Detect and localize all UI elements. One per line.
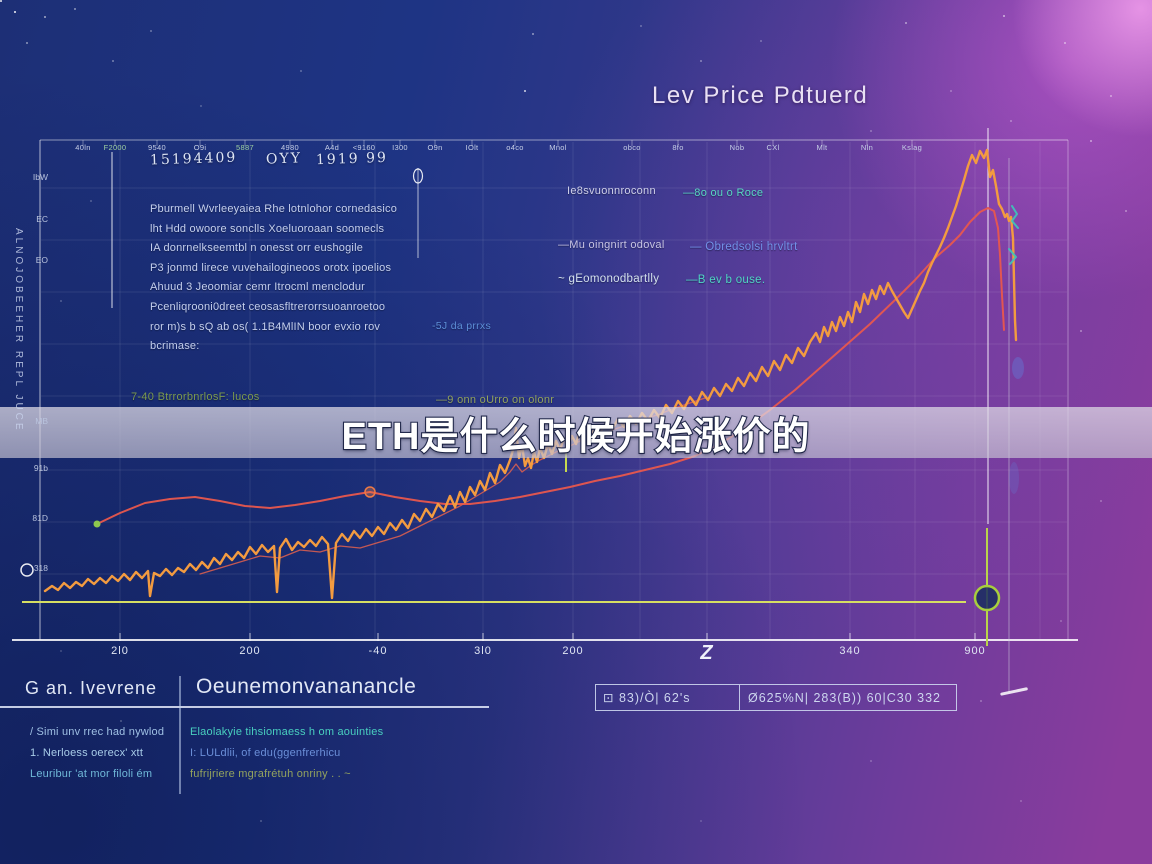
start-dot [93,520,101,528]
teal-scribble-1 [1011,205,1019,229]
bottom-left-row-2: 1. Nerloess oerecx' xtt [30,747,144,759]
bottom-header-left: G an. Ivevrene [25,678,158,698]
banner-caption-text: ETH是什么时候开始涨价的 [340,415,811,459]
y-axis-title: ALNOJOBEEHER REPL JUCE [13,228,24,433]
background-stars [0,0,2,2]
annotation-line: IA donrnelkseemtbl n onesst orr eushogil… [150,242,364,255]
bottom-right-row-1: Elaolakyie tihsiomaess h om aouinties [190,726,384,738]
annotation-line: lht Hdd owoore sonclls Xoeluoroaan soome… [150,222,385,235]
bottom-info-section: G an. Ivevrene Oeunemonvananancle / Simi… [0,664,1152,864]
glyph-code-box: ⊡ 83)/Ò| 62's Ø625%N| 283(B)) 60|C30 332 [595,684,957,711]
column-divider [179,676,181,794]
bottom-right-row-3: fufrijriere mgrafrétuh onriny . . ~ [190,768,351,780]
bottom-left-row-3: Leuribur 'at mor filoli ém [30,768,153,780]
axis-o-marker [20,563,34,577]
target-circle [973,584,1001,612]
caption-banner: ETH是什么时候开始涨价的 [0,407,1152,459]
page-title: Lev Price Pdtuerd [652,82,869,109]
annotation-line: Pcenliqrooni0dreet ceosasfltrerorrsuoanr… [150,300,386,313]
bottom-header-right: Oeunemonvananancle [196,675,417,698]
top-ellipse-marker [412,168,424,184]
annotation-line: Ahuud 3 Jeoomiar cemr Itrocml menclodur [150,281,366,294]
blue-smudge-1 [1012,357,1024,379]
header-underline [0,706,489,708]
smoothed-price-line [96,207,1005,525]
mid-ring-marker [364,486,376,498]
corner-dash [1000,687,1028,696]
annotation-line: ror m)s b sQ ab os( 1.1B4MlIN boor evxio… [150,320,381,333]
glyph-code-cell-1: ⊡ 83)/Ò| 62's [596,685,740,710]
annotation-text-block: Pburmell Wvrleeyaiea Rhe lotnlohor corne… [150,200,397,357]
annotation-line: bcrimase: [150,340,200,353]
annotation-line: Pburmell Wvrleeyaiea Rhe lotnlohor corne… [150,203,398,215]
bottom-left-row-1: / Simi unv rrec had nywlod [30,726,165,738]
bottom-right-row-2: I: LULdlii, of edu(ggenfrerhicu [190,747,341,759]
blue-smudge-2 [1009,462,1019,494]
annotation-line: P3 jonmd lirece vuvehailogineoos orotx i… [150,261,392,274]
teal-scribble-2 [1008,248,1017,265]
glyph-code-cell-2: Ø625%N| 283(B)) 60|C30 332 [748,690,942,705]
